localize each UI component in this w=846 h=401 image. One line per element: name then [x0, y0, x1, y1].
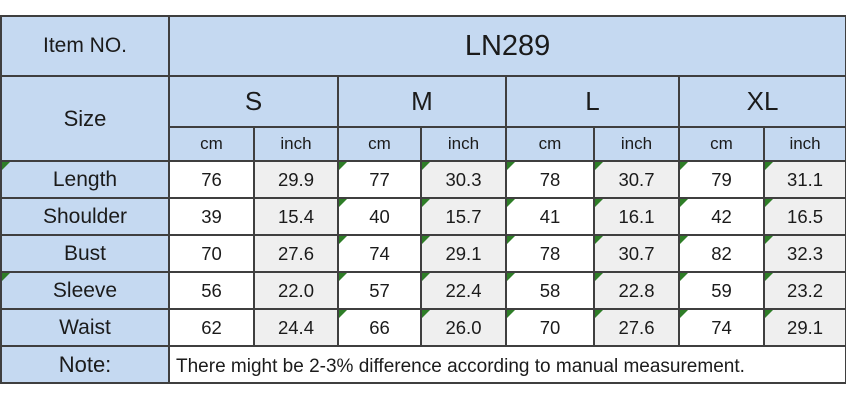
measurement-cell: 27.6 — [593, 308, 680, 347]
unit-header-l-inch: inch — [593, 126, 680, 162]
unit-header-xl-cm: cm — [678, 126, 765, 162]
measurement-cell: 59 — [678, 271, 765, 310]
unit-header-m-cm: cm — [337, 126, 422, 162]
measurement-cell: 29.1 — [420, 234, 507, 273]
measurement-cell: 41 — [505, 197, 595, 236]
measurement-cell: 76 — [168, 160, 255, 199]
size-chart-table: Item NO. LN289 Size S M L XL cm inch cm inch cm… — [0, 15, 846, 384]
measurement-cell: 22.8 — [593, 271, 680, 310]
measurement-cell: 58 — [505, 271, 595, 310]
measurement-cell: 74 — [337, 234, 422, 273]
measurement-cell: 82 — [678, 234, 765, 273]
item-no-label: Item NO. — [0, 15, 170, 77]
unit-header-l-cm: cm — [505, 126, 595, 162]
measurement-cell: 74 — [678, 308, 765, 347]
item-no-value: LN289 — [167, 15, 846, 77]
measurement-row-bust: Bust 70 27.6 74 29.1 78 30.7 82 32.3 — [0, 234, 846, 273]
size-header-row: Size S M L XL — [0, 75, 846, 162]
measurement-cell: 29.9 — [253, 160, 339, 199]
measurement-cell: 29.1 — [762, 308, 846, 347]
measurement-cell: 70 — [168, 234, 255, 273]
row-label-shoulder: Shoulder — [0, 197, 170, 236]
measurement-row-waist: Waist 62 24.4 66 26.0 70 27.6 74 29.1 — [0, 308, 846, 347]
unit-header-s-cm: cm — [168, 126, 255, 162]
measurement-cell: 30.7 — [593, 234, 680, 273]
measurement-cell: 24.4 — [253, 308, 339, 347]
measurement-cell: 39 — [168, 197, 255, 236]
measurement-cell: 15.4 — [253, 197, 339, 236]
measurement-row-length: Length 76 29.9 77 30.3 78 30.7 79 31.1 — [0, 160, 846, 199]
measurement-cell: 16.1 — [593, 197, 680, 236]
measurement-cell: 22.0 — [253, 271, 339, 310]
note-text: There might be 2-3% difference according… — [167, 345, 846, 384]
measurement-cell: 78 — [505, 234, 595, 273]
measurement-cell: 23.2 — [762, 271, 846, 310]
measurement-cell: 15.7 — [420, 197, 507, 236]
row-label-length: Length — [0, 160, 170, 199]
measurement-cell: 31.1 — [762, 160, 846, 199]
size-column-header-s: S — [168, 75, 339, 128]
measurement-row-shoulder: Shoulder 39 15.4 40 15.7 41 16.1 42 16.5 — [0, 197, 846, 236]
measurement-cell: 70 — [505, 308, 595, 347]
size-column-header-l: L — [505, 75, 680, 128]
measurement-cell: 40 — [337, 197, 422, 236]
measurement-cell: 16.5 — [762, 197, 846, 236]
measurement-row-sleeve: Sleeve 56 22.0 57 22.4 58 22.8 59 23.2 — [0, 271, 846, 310]
measurement-cell: 30.3 — [420, 160, 507, 199]
row-label-waist: Waist — [0, 308, 170, 347]
measurement-cell: 30.7 — [593, 160, 680, 199]
row-label-bust: Bust — [0, 234, 170, 273]
unit-header-row: cm inch cm inch cm inch cm inch — [1, 126, 846, 162]
note-label: Note: — [0, 345, 170, 384]
size-column-header-xl: XL — [677, 75, 846, 128]
size-label: Size — [0, 75, 170, 162]
measurement-cell: 66 — [337, 308, 422, 347]
unit-header-s-inch: inch — [253, 126, 339, 162]
measurement-cell: 62 — [168, 308, 255, 347]
measurement-cell: 77 — [337, 160, 422, 199]
measurement-cell: 79 — [678, 160, 765, 199]
size-column-header-m: M — [337, 75, 507, 128]
measurement-cell: 27.6 — [253, 234, 339, 273]
unit-header-m-inch: inch — [420, 126, 507, 162]
measurement-cell: 26.0 — [420, 308, 507, 347]
measurement-cell: 57 — [337, 271, 422, 310]
measurement-cell: 32.3 — [762, 234, 846, 273]
note-row: Note: There might be 2-3% difference acc… — [0, 345, 846, 384]
measurement-cell: 78 — [505, 160, 595, 199]
unit-header-xl-inch: inch — [762, 126, 846, 162]
measurement-cell: 42 — [678, 197, 765, 236]
row-label-sleeve: Sleeve — [0, 271, 170, 310]
measurement-cell: 56 — [168, 271, 255, 310]
measurement-cell: 22.4 — [420, 271, 507, 310]
item-no-row: Item NO. LN289 — [0, 15, 846, 77]
